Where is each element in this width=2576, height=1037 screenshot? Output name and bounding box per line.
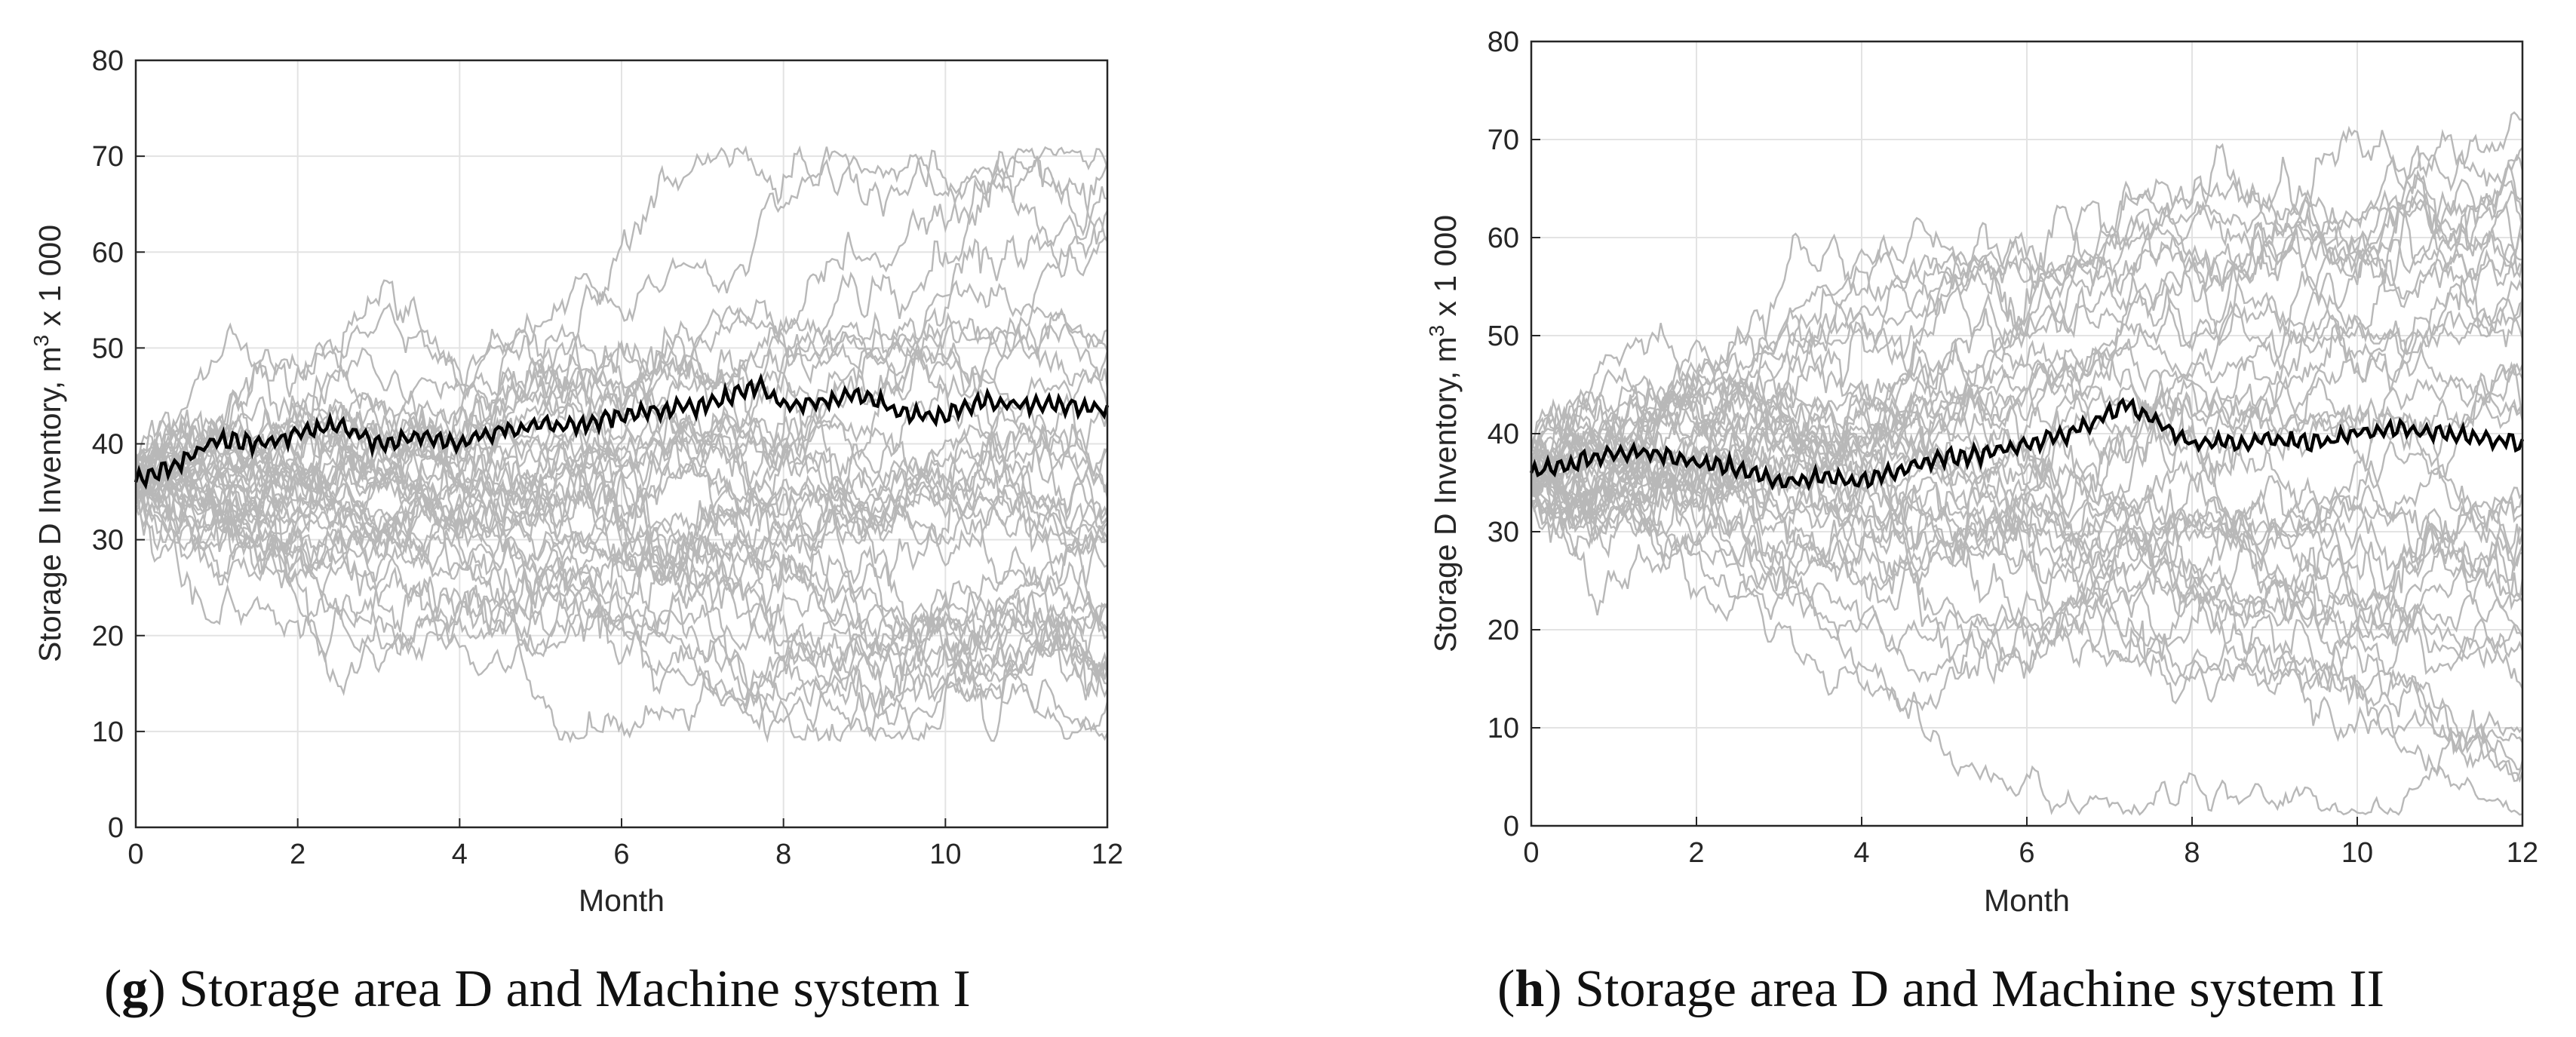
simulation-path-g-9 [135,150,1109,484]
caption-h-open: ( [1497,960,1515,1018]
x-tick-label-h-4: 8 [2184,837,2200,869]
x-tick-label-g-2: 4 [452,839,468,870]
simulation-path-g-27 [134,417,1109,701]
caption-g-open: ( [104,960,122,1018]
y-tick-label-h-5: 50 [1488,321,1519,352]
simulation-paths-g [134,145,1109,744]
simulation-path-h-16 [1530,143,2524,495]
mean-path-g [134,373,1110,490]
x-tick-label-g-5: 10 [929,839,961,870]
mean-path-h [1529,397,2525,492]
y-axis-label-main-h: Storage D Inventory, m [1428,336,1463,652]
y-tick-label-g-3: 30 [92,525,124,557]
simulation-path-g-39 [134,449,1108,714]
x-axis-label-h: Month [1984,883,2070,918]
simulation-paths-h [1530,111,2524,816]
simulation-path-g-33 [135,357,1109,680]
chart-panel-g: 0 2 4 6 8 10 12 0 10 20 30 40 50 60 70 80 Month Storage D… [29,45,1123,918]
y-tick-label-g-5: 50 [92,333,124,364]
x-tick-label-g-3: 6 [613,839,629,870]
simulation-path-h-9 [1530,488,2523,816]
y-axis-label-main-g: Storage D Inventory, m [32,346,67,662]
y-tick-label-g-0: 0 [108,812,124,844]
x-tick-label-g-6: 12 [1091,839,1123,870]
simulation-path-g-23 [134,390,1108,685]
simulation-path-h-38 [1530,203,2524,490]
simulation-path-h-31 [1531,397,2524,630]
simulation-path-g-38 [135,146,1109,495]
x-tick-label-h-2: 4 [1853,837,1869,869]
y-tick-label-g-6: 60 [92,237,124,268]
y-tick-label-g-1: 10 [92,716,124,748]
simulation-path-h-37 [1531,176,2523,488]
y-axis-label-suffix-h: x 1 000 [1428,215,1463,325]
caption-g-text: ) Storage area D and Machine system I [148,960,971,1018]
y-tick-label-h-0: 0 [1503,811,1519,842]
simulation-path-h-11 [1530,388,2523,610]
simulation-path-g-31 [134,428,1108,569]
y-axis-label-suffix-g: x 1 000 [32,225,67,335]
y-axis-label-g: Storage D Inventory, m3 x 1 000 [29,225,67,662]
simulation-path-h-35 [1531,403,2524,677]
simulation-path-g-35 [135,436,1108,567]
simulation-path-g-37 [134,468,1109,731]
caption-g-letter: g [121,960,149,1018]
x-tick-label-h-5: 10 [2341,837,2373,869]
caption-h: (h) Storage area D and Machine system II [1497,959,2384,1020]
simulation-path-h-30 [1530,411,2523,547]
caption-h-letter: h [1515,960,1545,1018]
caption-g: (g) Storage area D and Machine system I [104,959,971,1020]
x-tick-label-g-0: 0 [127,839,143,870]
chart-panel-h: 0 2 4 6 8 10 12 0 10 20 30 40 50 60 70 80 Month Storage D… [1425,26,2538,918]
y-tick-label-h-4: 40 [1488,419,1519,450]
simulation-path-h-26 [1531,326,2524,519]
simulation-path-h-34 [1530,378,2524,689]
simulation-path-h-22 [1531,296,2523,529]
simulation-path-h-33 [1530,425,2524,748]
y-tick-label-h-2: 20 [1488,615,1519,646]
simulation-path-g-12 [134,480,1108,744]
x-tick-label-h-1: 2 [1688,837,1704,869]
simulation-path-h-17 [1530,359,2524,533]
y-tick-label-h-8: 80 [1488,26,1519,58]
y-tick-label-g-2: 20 [92,621,124,652]
x-tick-label-h-6: 12 [2507,837,2538,869]
y-tick-label-h-1: 10 [1488,713,1519,744]
simulation-path-h-39 [1531,216,2524,471]
y-axis-label-h: Storage D Inventory, m3 x 1 000 [1425,215,1463,652]
x-tick-label-h-3: 6 [2019,837,2034,869]
simulation-path-h-36 [1531,268,2524,529]
simulation-path-h-19 [1530,146,2523,545]
x-tick-label-g-1: 2 [290,839,305,870]
simulation-path-h-18 [1531,375,2524,638]
y-tick-label-h-7: 70 [1488,124,1519,156]
y-tick-label-h-3: 30 [1488,517,1519,548]
simulation-path-g-36 [135,403,1108,544]
x-tick-label-h-0: 0 [1523,837,1539,869]
simulation-path-g-13 [134,471,1109,679]
simulation-path-h-28 [1530,364,2524,543]
caption-h-text: ) Storage area D and Machine system II [1544,960,2384,1018]
y-tick-label-g-4: 40 [92,429,124,461]
simulation-path-g-30 [135,306,1108,511]
x-axis-label-g: Month [579,883,665,918]
y-axis-label-sup-h: 3 [1425,325,1448,337]
simulation-path-h-13 [1530,239,2524,453]
simulation-path-g-24 [134,334,1109,505]
y-tick-label-g-7: 70 [92,141,124,173]
x-tick-label-g-4: 8 [775,839,791,870]
simulation-path-h-4 [1530,459,2524,633]
y-axis-label-sup-g: 3 [29,335,53,347]
y-tick-label-g-8: 80 [92,45,124,77]
y-tick-label-h-6: 60 [1488,222,1519,254]
